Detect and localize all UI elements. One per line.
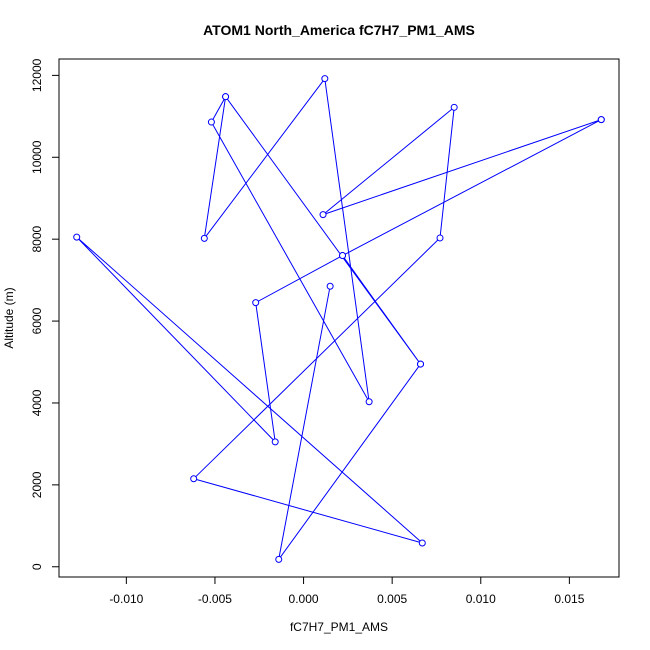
- data-point: [365, 398, 373, 406]
- data-point: [200, 234, 208, 242]
- y-tick-label: 12000: [30, 58, 44, 92]
- data-point: [339, 252, 347, 260]
- chart-title: ATOM1 North_America fC7H7_PM1_AMS: [203, 22, 475, 38]
- data-point: [275, 555, 283, 563]
- y-tick-label: 10000: [30, 140, 44, 174]
- y-tick-label: 4000: [30, 389, 44, 416]
- data-point: [271, 438, 279, 446]
- y-tick-label: 6000: [30, 307, 44, 334]
- y-axis: 0 2000 4000 6000 8000 10000 12000: [30, 58, 60, 570]
- data-point: [190, 475, 198, 483]
- series-line: [76, 77, 602, 560]
- y-tick-label: 8000: [30, 226, 44, 253]
- x-tick-label: 0.005: [377, 592, 407, 606]
- data-point: [417, 360, 425, 368]
- data-point: [252, 299, 260, 307]
- x-tick-label: 0.010: [466, 592, 496, 606]
- x-tick-label: -0.005: [198, 592, 232, 606]
- data-point: [597, 116, 605, 124]
- y-tick-label: 0: [30, 563, 44, 570]
- data-point: [418, 539, 426, 547]
- data-point: [436, 234, 444, 242]
- x-axis-label: fC7H7_PM1_AMS: [290, 620, 388, 634]
- x-axis: -0.010 -0.005 0.000 0.005 0.010 0.015: [109, 576, 585, 606]
- series-layer: [73, 75, 605, 563]
- plot-frame: [58, 58, 620, 578]
- data-point: [222, 93, 230, 101]
- data-point: [319, 211, 327, 219]
- data-point: [207, 118, 215, 126]
- x-tick-label: 0.000: [289, 592, 319, 606]
- x-tick-label: 0.015: [554, 592, 584, 606]
- data-point: [73, 233, 81, 241]
- y-axis-label: Altitude (m): [2, 287, 16, 348]
- y-tick-label: 2000: [30, 471, 44, 498]
- data-point: [321, 75, 329, 83]
- data-point: [450, 103, 458, 111]
- x-tick-label: -0.010: [109, 592, 143, 606]
- data-point: [326, 282, 334, 290]
